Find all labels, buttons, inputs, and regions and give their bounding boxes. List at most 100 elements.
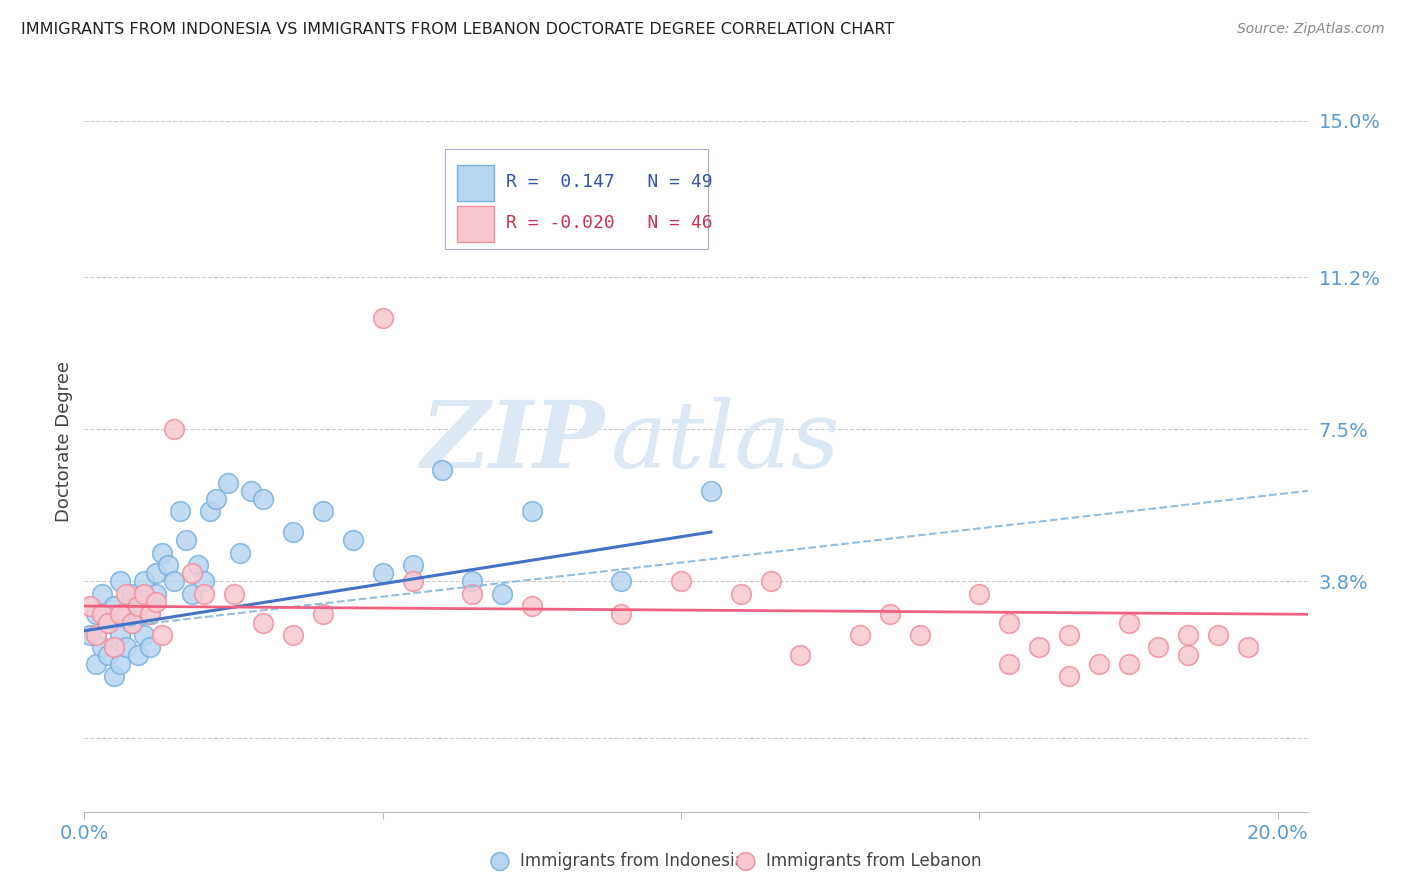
Point	[145, 566, 167, 581]
Point	[908, 628, 931, 642]
Point	[789, 648, 811, 663]
Point	[759, 574, 782, 589]
Point	[610, 574, 633, 589]
Point	[371, 566, 394, 581]
Point	[132, 587, 155, 601]
Point	[97, 648, 120, 663]
Point	[240, 483, 263, 498]
Point	[145, 595, 167, 609]
Point	[1147, 640, 1170, 655]
Point	[461, 574, 484, 589]
Text: Source: ZipAtlas.com: Source: ZipAtlas.com	[1237, 22, 1385, 37]
Point	[121, 615, 143, 630]
Point	[150, 628, 173, 642]
Text: atlas: atlas	[610, 397, 839, 486]
Point	[91, 587, 114, 601]
Point	[84, 607, 107, 622]
Point	[108, 628, 131, 642]
Point	[84, 628, 107, 642]
Point	[700, 483, 723, 498]
Point	[730, 587, 752, 601]
Point	[139, 607, 162, 622]
Point	[204, 492, 226, 507]
Y-axis label: Doctorate Degree: Doctorate Degree	[55, 361, 73, 522]
Point	[108, 574, 131, 589]
Point	[115, 640, 138, 655]
Point	[312, 607, 335, 622]
Point	[169, 504, 191, 518]
Text: R = -0.020   N = 46: R = -0.020 N = 46	[506, 214, 713, 232]
Point	[103, 669, 125, 683]
FancyBboxPatch shape	[457, 206, 494, 242]
Point	[163, 422, 186, 436]
Point	[103, 599, 125, 613]
Point	[139, 640, 162, 655]
Point	[849, 628, 872, 642]
Point	[1028, 640, 1050, 655]
Text: Immigrants from Indonesia: Immigrants from Indonesia	[520, 852, 745, 870]
Point	[1087, 657, 1109, 671]
Point	[193, 587, 215, 601]
Point	[132, 628, 155, 642]
Point	[163, 574, 186, 589]
Point	[150, 545, 173, 560]
Point	[252, 492, 274, 507]
Point	[491, 587, 513, 601]
Point	[1057, 628, 1080, 642]
Point	[127, 599, 149, 613]
Point	[103, 640, 125, 655]
FancyBboxPatch shape	[446, 149, 709, 249]
FancyBboxPatch shape	[457, 165, 494, 201]
Point	[1118, 615, 1140, 630]
Text: ●: ●	[734, 849, 756, 872]
Point	[401, 558, 423, 572]
Point	[432, 463, 454, 477]
Text: ○: ○	[734, 849, 756, 872]
Point	[283, 628, 305, 642]
Point	[84, 657, 107, 671]
Point	[139, 607, 162, 622]
Text: ●: ●	[488, 849, 510, 872]
Point	[1237, 640, 1260, 655]
Text: ZIP: ZIP	[420, 397, 605, 486]
Point	[1177, 628, 1199, 642]
Point	[91, 607, 114, 622]
Point	[121, 615, 143, 630]
Point	[193, 574, 215, 589]
Point	[174, 533, 197, 548]
Point	[222, 587, 245, 601]
Point	[252, 615, 274, 630]
Point	[461, 587, 484, 601]
Point	[91, 640, 114, 655]
Point	[132, 574, 155, 589]
Text: ○: ○	[488, 849, 510, 872]
Point	[217, 475, 239, 490]
Point	[879, 607, 901, 622]
Point	[998, 657, 1021, 671]
Point	[669, 574, 692, 589]
Text: Immigrants from Lebanon: Immigrants from Lebanon	[766, 852, 981, 870]
Point	[145, 587, 167, 601]
Point	[127, 595, 149, 609]
Point	[228, 545, 250, 560]
Point	[1206, 628, 1229, 642]
Text: IMMIGRANTS FROM INDONESIA VS IMMIGRANTS FROM LEBANON DOCTORATE DEGREE CORRELATIO: IMMIGRANTS FROM INDONESIA VS IMMIGRANTS …	[21, 22, 894, 37]
Point	[180, 566, 202, 581]
Point	[108, 657, 131, 671]
Point	[283, 524, 305, 539]
Point	[1177, 648, 1199, 663]
Point	[79, 628, 101, 642]
Point	[187, 558, 209, 572]
Point	[108, 607, 131, 622]
Point	[115, 587, 138, 601]
Point	[401, 574, 423, 589]
Point	[97, 615, 120, 630]
Point	[969, 587, 991, 601]
Point	[180, 587, 202, 601]
Point	[371, 311, 394, 326]
Point	[1118, 657, 1140, 671]
Point	[610, 607, 633, 622]
Point	[342, 533, 364, 548]
Point	[312, 504, 335, 518]
Point	[97, 615, 120, 630]
